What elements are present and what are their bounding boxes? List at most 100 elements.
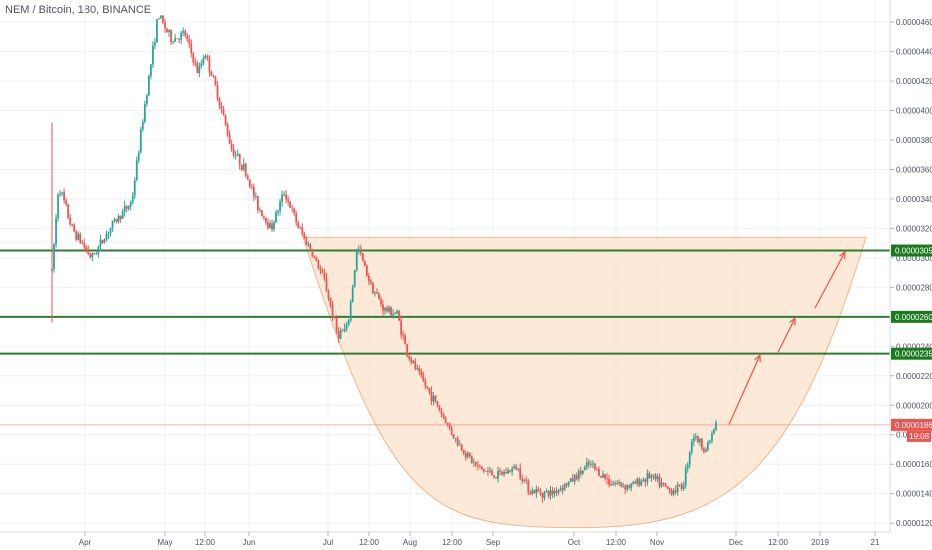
candle-body xyxy=(424,380,427,387)
candle-body xyxy=(244,163,247,176)
candle-body xyxy=(107,233,110,235)
candle-body xyxy=(448,423,451,428)
candle-body xyxy=(351,286,354,302)
candle-body xyxy=(474,461,477,466)
candle-body xyxy=(145,95,148,104)
candle-body xyxy=(365,265,368,276)
candle-body xyxy=(674,490,677,493)
last-price-tag xyxy=(891,418,932,431)
candle-body xyxy=(434,395,437,402)
candle-body xyxy=(630,483,633,488)
candle-body xyxy=(529,492,532,495)
candle-body xyxy=(398,311,401,321)
candle-body xyxy=(160,15,162,19)
candle-body xyxy=(668,488,671,491)
candle-body xyxy=(551,490,554,494)
candle-body xyxy=(305,237,308,245)
candle-body xyxy=(575,475,578,480)
candle-body xyxy=(454,438,457,439)
candle-body xyxy=(143,103,146,122)
candle-body xyxy=(238,153,241,165)
candle-body xyxy=(497,470,499,479)
candle-body xyxy=(670,490,673,495)
candle-body xyxy=(323,272,326,279)
candle-body xyxy=(499,470,501,472)
candle-body xyxy=(664,483,667,486)
candle-body xyxy=(466,453,469,458)
candle-body xyxy=(285,194,288,200)
candle-body xyxy=(694,436,697,438)
candle-body xyxy=(438,406,441,412)
candle-body xyxy=(170,30,172,43)
candle-body xyxy=(101,239,104,243)
candle-body xyxy=(363,260,366,266)
candle-body xyxy=(654,474,657,480)
candle-body xyxy=(672,490,675,495)
cup-shape-annotation xyxy=(302,236,867,529)
candle-body xyxy=(428,387,431,392)
candle-body xyxy=(85,247,88,250)
candle-body xyxy=(345,324,348,329)
candle-body xyxy=(123,206,126,212)
candle-body xyxy=(652,474,655,476)
candle-body xyxy=(545,491,548,492)
candle-body xyxy=(458,444,461,446)
candle-body xyxy=(53,244,55,270)
candle-body xyxy=(190,43,193,54)
candle-body xyxy=(277,210,279,213)
candle-body xyxy=(527,480,530,493)
candle-body xyxy=(69,217,72,225)
candle-body xyxy=(557,489,560,493)
candle-body xyxy=(493,475,495,477)
time-tick-label: Sep xyxy=(486,538,501,547)
candle-body xyxy=(418,368,421,372)
candle-body xyxy=(501,471,503,475)
candle-body xyxy=(303,233,306,238)
candle-body xyxy=(535,489,538,494)
candle-body xyxy=(678,484,681,486)
candle-body xyxy=(109,227,112,234)
projection-arrow-shaft xyxy=(777,318,796,353)
candle-body xyxy=(483,469,485,472)
candle-body xyxy=(388,307,390,312)
candle-body xyxy=(204,56,207,59)
time-tick-label: Aug xyxy=(403,538,417,547)
candle-body xyxy=(408,356,411,359)
candle-body xyxy=(702,448,705,452)
candle-body xyxy=(281,194,283,202)
candle-body xyxy=(87,249,90,254)
candle-body xyxy=(390,307,392,316)
countdown-tag xyxy=(907,430,931,442)
candle-body xyxy=(220,105,223,109)
candle-body xyxy=(335,318,338,331)
candle-body xyxy=(180,32,183,40)
candle-body xyxy=(174,38,177,42)
candle-body xyxy=(386,307,388,312)
candle-body xyxy=(250,186,253,188)
candle-body xyxy=(158,18,160,20)
legend-symbol-text: NEM / Bitcoin, 180, BINANCE xyxy=(5,4,152,16)
candle-body xyxy=(331,305,334,318)
candle-body xyxy=(178,38,181,40)
candle-body xyxy=(77,233,80,240)
candle-body xyxy=(89,253,92,258)
candle-body xyxy=(214,76,217,86)
candle-body xyxy=(452,434,455,439)
candle-body xyxy=(260,210,263,217)
candle-body xyxy=(380,299,382,305)
candle-body xyxy=(636,479,639,484)
candle-body xyxy=(198,66,201,74)
last-price-tag-label: 0.00001867 xyxy=(895,421,932,430)
candle-body xyxy=(531,490,534,495)
candle-body xyxy=(275,212,277,223)
candle-body xyxy=(129,202,132,207)
candle-body xyxy=(567,481,570,486)
price-axis-background xyxy=(890,0,932,550)
candle-body xyxy=(166,28,168,32)
candle-body xyxy=(416,368,419,369)
